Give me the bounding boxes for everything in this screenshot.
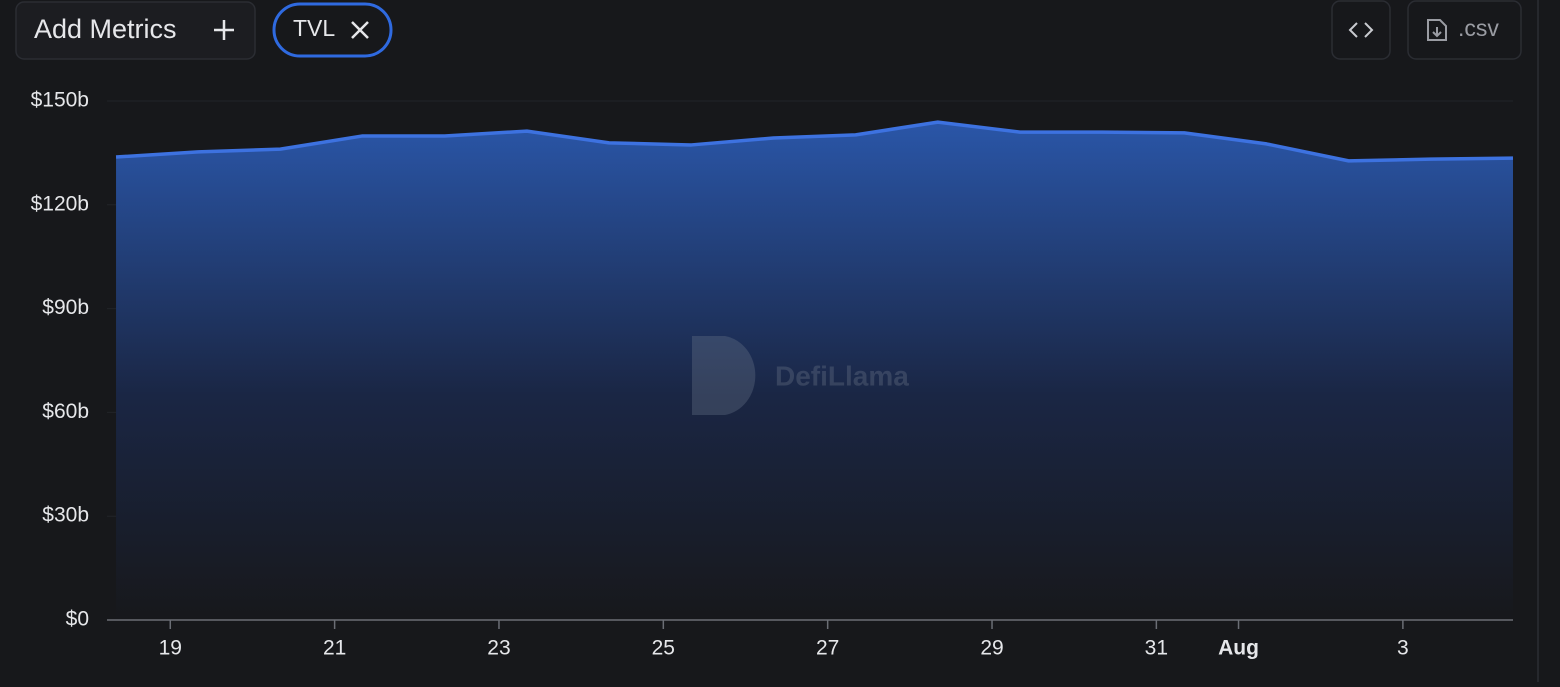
- x-tick-label: 27: [816, 637, 839, 660]
- x-tick-label: 25: [652, 637, 675, 660]
- chip-box: [272, 2, 393, 58]
- y-tick-label: $150b: [31, 89, 89, 112]
- chip-label: TVL: [293, 15, 335, 41]
- watermark: DefiLlama: [692, 336, 909, 415]
- embed-button[interactable]: [1331, 0, 1391, 60]
- y-tick-label: $120b: [31, 192, 89, 215]
- x-tick-label: 3: [1397, 637, 1409, 660]
- button-box: [15, 1, 256, 60]
- area-fill: [116, 122, 1513, 620]
- x-tick-label: 31: [1145, 637, 1168, 660]
- watermark-text: DefiLlama: [775, 360, 909, 391]
- button-label: Add Metrics: [34, 14, 177, 44]
- y-tick-label: $60b: [42, 400, 89, 423]
- x-tick-label: 23: [487, 637, 510, 660]
- x-tick-label: 19: [159, 637, 182, 660]
- y-tick-label: $0: [66, 608, 89, 631]
- metric-chip[interactable]: TVL: [272, 2, 393, 58]
- x-tick-label: Aug: [1218, 637, 1259, 660]
- csv-button[interactable]: .csv: [1407, 0, 1522, 60]
- y-tick-label: $30b: [42, 504, 89, 527]
- y-tick-label: $90b: [42, 296, 89, 319]
- watermark-logo: [692, 336, 756, 415]
- x-tick-label: 21: [323, 637, 346, 660]
- code-icon: [1348, 22, 1374, 38]
- x-tick-label: 29: [980, 637, 1003, 660]
- close-icon[interactable]: [351, 21, 369, 39]
- area-line: [115, 120, 1514, 163]
- button-label: .csv: [1458, 15, 1499, 41]
- button-box: [1407, 0, 1522, 60]
- add-metrics-button[interactable]: Add Metrics: [15, 1, 256, 60]
- plus-icon: [214, 20, 234, 40]
- download-icon: [1427, 19, 1447, 41]
- button-box: [1331, 0, 1391, 60]
